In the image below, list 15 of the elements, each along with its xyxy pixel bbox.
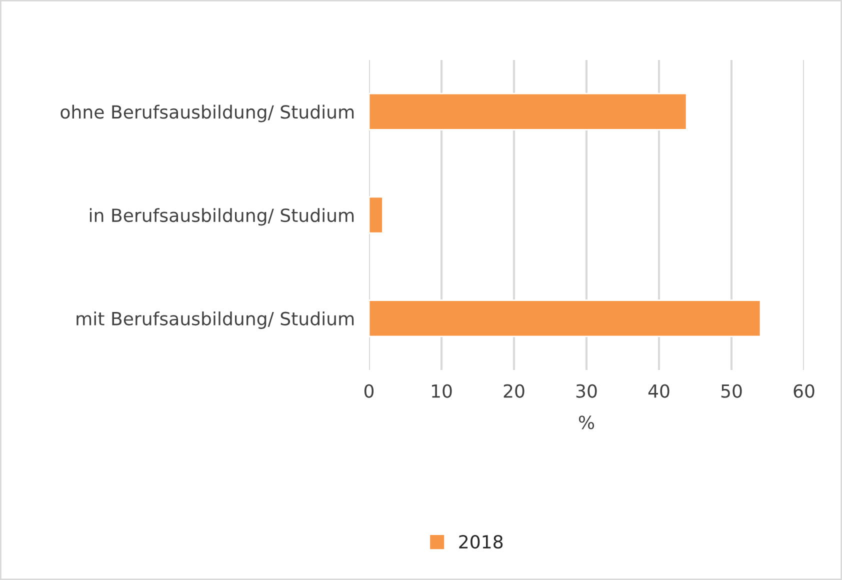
x-tick-label: 10: [432, 384, 452, 398]
bar: [369, 92, 688, 130]
y-tick-label: ohne Berufsausbildung/ Studium: [60, 104, 354, 122]
y-tick-label: in Berufsausbildung/ Studium: [90, 208, 354, 226]
x-tick-label: 40: [648, 384, 670, 398]
x-tick-label: 0: [364, 384, 374, 398]
x-tick-label: 50: [721, 384, 742, 398]
bar: [369, 300, 762, 338]
legend-label: 2018: [459, 534, 503, 549]
x-tick-label: 30: [576, 384, 597, 398]
x-tick-label: 60: [794, 384, 814, 398]
x-axis-title: %: [578, 416, 594, 430]
bar: [369, 196, 384, 234]
y-tick-label: mit Berufsausbildung/ Studium: [76, 311, 354, 329]
x-tick-label: 20: [504, 384, 524, 398]
